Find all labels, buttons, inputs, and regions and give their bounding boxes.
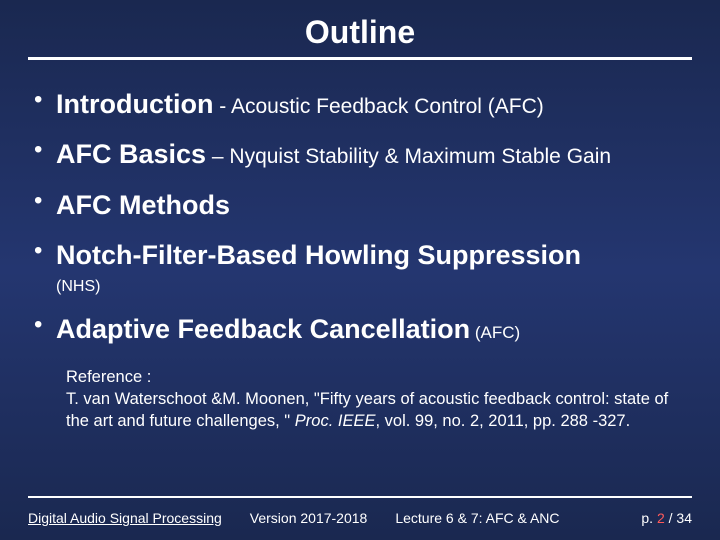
bullet-item: Adaptive Feedback Cancellation (AFC)	[34, 311, 692, 347]
bullet-main: Introduction	[56, 89, 213, 119]
divider-top	[28, 57, 692, 60]
slide: Outline Introduction - Acoustic Feedback…	[0, 0, 720, 540]
bullet-main: Adaptive Feedback Cancellation	[56, 314, 470, 344]
bullet-list: Introduction - Acoustic Feedback Control…	[28, 86, 692, 348]
page-total: 34	[676, 510, 692, 526]
bullet-item: AFC Methods	[34, 187, 692, 223]
footer-left: Digital Audio Signal Processing Version …	[28, 510, 560, 526]
reference-body: T. van Waterschoot &M. Moonen, "Fifty ye…	[66, 388, 692, 433]
reference-ital: Proc. IEEE	[295, 412, 376, 430]
bullet-sub: - Acoustic Feedback Control (AFC)	[213, 95, 543, 118]
footer-lecture: Lecture 6 & 7: AFC & ANC	[395, 510, 559, 526]
slide-title: Outline	[28, 14, 692, 51]
bullet-main: AFC Methods	[56, 190, 230, 220]
bullet-sub: (AFC)	[470, 323, 520, 342]
bullet-main: Notch-Filter-Based Howling Suppression	[56, 240, 581, 270]
footer: Digital Audio Signal Processing Version …	[28, 510, 692, 526]
page-sep: /	[665, 510, 677, 526]
reference-label: Reference :	[66, 366, 692, 388]
divider-bottom	[28, 496, 692, 498]
bullet-item: Introduction - Acoustic Feedback Control…	[34, 86, 692, 122]
bullet-sub: – Nyquist Stability & Maximum Stable Gai…	[206, 145, 611, 168]
bullet-main: AFC Basics	[56, 139, 206, 169]
footer-course: Digital Audio Signal Processing	[28, 510, 222, 526]
reference-block: Reference : T. van Waterschoot &M. Moone…	[66, 366, 692, 433]
bullet-item: Notch-Filter-Based Howling Suppression (…	[34, 237, 692, 297]
footer-page: p. 2 / 34	[641, 510, 692, 526]
reference-post: , vol. 99, no. 2, 2011, pp. 288 -327.	[375, 412, 630, 430]
bullet-note: (NHS)	[56, 276, 692, 298]
bullet-item: AFC Basics – Nyquist Stability & Maximum…	[34, 136, 692, 172]
page-current: 2	[657, 510, 665, 526]
page-prefix: p.	[641, 510, 657, 526]
footer-version: Version 2017-2018	[250, 510, 368, 526]
